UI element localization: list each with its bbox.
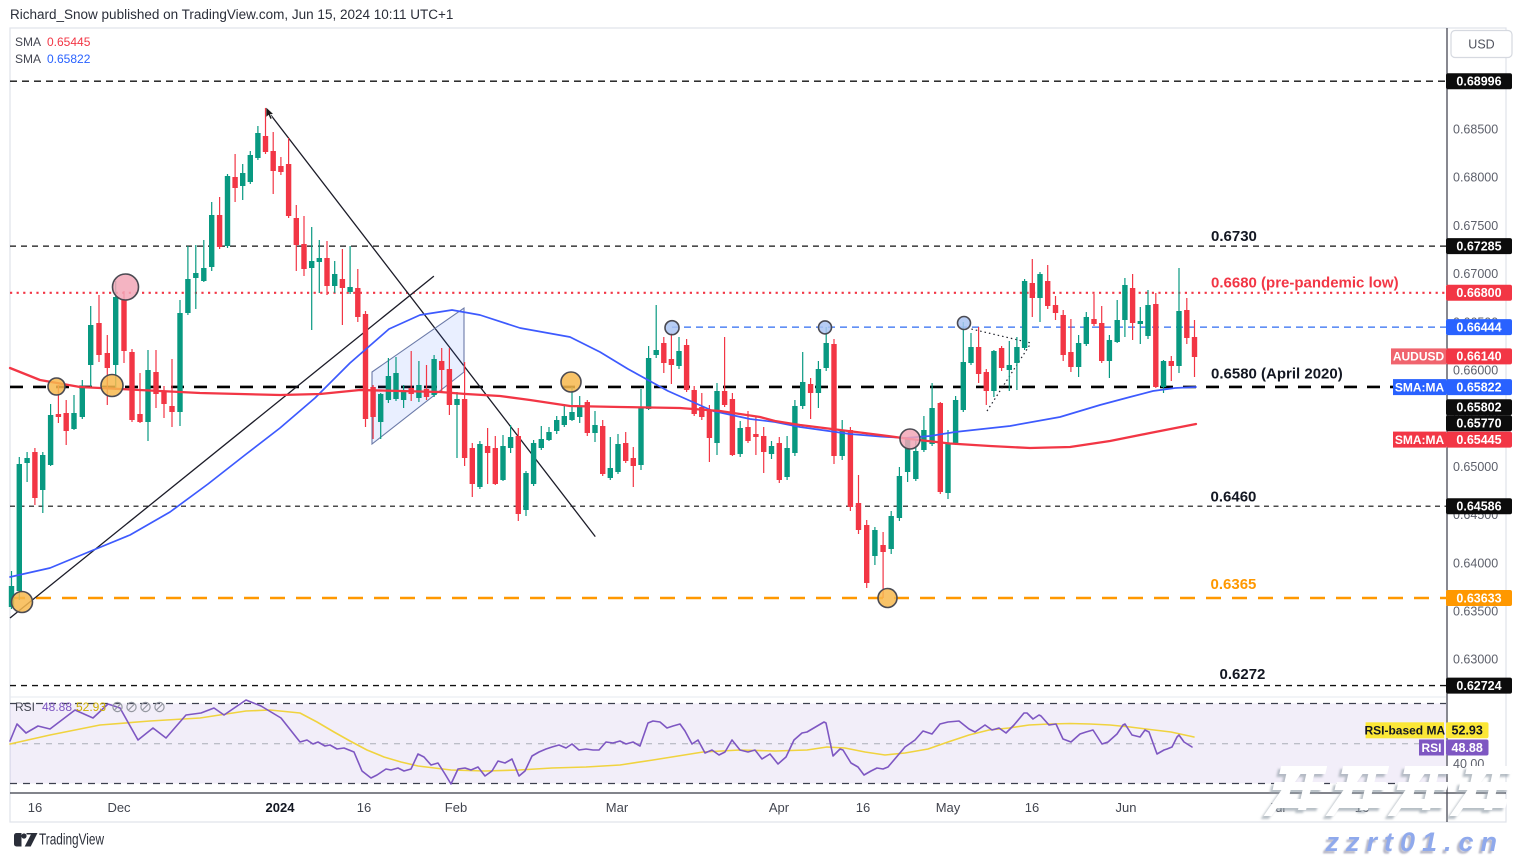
svg-text:0.62724: 0.62724 [1456,679,1501,693]
svg-text:0.65770: 0.65770 [1456,417,1501,431]
svg-text:0.63500: 0.63500 [1453,605,1498,619]
svg-text:0.64586: 0.64586 [1456,500,1501,514]
svg-text:0.66800: 0.66800 [1456,286,1501,300]
svg-text:52.93: 52.93 [76,700,106,714]
svg-text:0.67500: 0.67500 [1453,219,1498,233]
svg-text:0.64000: 0.64000 [1453,556,1498,570]
svg-text:SMA:MA: SMA:MA [1395,433,1445,447]
svg-text:16: 16 [357,800,371,815]
svg-text:0.66140: 0.66140 [1456,350,1501,364]
svg-text:0.65000: 0.65000 [1453,460,1498,474]
svg-text:SMA:MA: SMA:MA [1395,380,1445,394]
svg-text:Richard_Snow published on Trad: Richard_Snow published on TradingView.co… [10,7,453,22]
svg-text:RSI: RSI [1421,741,1441,755]
svg-text:0.65445: 0.65445 [1456,433,1501,447]
svg-text:0.6272: 0.6272 [1220,666,1266,683]
svg-text:48.88: 48.88 [1452,741,1483,755]
svg-text:RSI-based MA: RSI-based MA [1364,724,1445,738]
svg-text:0.65822: 0.65822 [1456,380,1501,394]
svg-text:0.65445: 0.65445 [47,35,91,49]
svg-text:0.6580 (April 2020): 0.6580 (April 2020) [1211,366,1343,383]
svg-text:0.6680 (pre-pandemic low): 0.6680 (pre-pandemic low) [1211,275,1399,292]
svg-text:SMA: SMA [15,35,41,49]
svg-text:Mar: Mar [606,800,629,815]
svg-text:0.68500: 0.68500 [1453,123,1498,137]
svg-text:48.88: 48.88 [42,700,72,714]
svg-text:Feb: Feb [445,800,467,815]
svg-text:Apr: Apr [769,800,790,815]
svg-text:Dec: Dec [107,800,131,815]
svg-text:52.93: 52.93 [1452,724,1483,738]
svg-text:AUDUSD: AUDUSD [1393,350,1445,364]
svg-text:Jun: Jun [1116,800,1137,815]
svg-text:RSI: RSI [15,700,35,714]
svg-text:2024: 2024 [266,800,296,815]
svg-text:TradingView: TradingView [39,832,104,849]
svg-text:0.6365: 0.6365 [1211,576,1257,593]
svg-text:0.6730: 0.6730 [1211,228,1257,245]
svg-text:0.65802: 0.65802 [1456,401,1501,415]
svg-text:0.68996: 0.68996 [1456,75,1501,89]
svg-text:16: 16 [856,800,870,815]
svg-text:0.68000: 0.68000 [1453,171,1498,185]
svg-text:0.67285: 0.67285 [1456,239,1501,253]
svg-text:0.66000: 0.66000 [1453,364,1498,378]
svg-text:USD: USD [1468,38,1494,52]
svg-text:0.67000: 0.67000 [1453,267,1498,281]
svg-text:0.66444: 0.66444 [1456,320,1501,334]
svg-text:0.6460: 0.6460 [1211,489,1257,506]
svg-text:zzrt01.cn: zzrt01.cn [1324,827,1504,857]
svg-text:0.63633: 0.63633 [1456,591,1501,605]
svg-text:SMA: SMA [15,52,41,66]
svg-text:16: 16 [1025,800,1039,815]
svg-text:0.65822: 0.65822 [47,52,91,66]
svg-text:0.63000: 0.63000 [1453,653,1498,667]
svg-text:16: 16 [28,800,42,815]
svg-text:May: May [936,800,961,815]
